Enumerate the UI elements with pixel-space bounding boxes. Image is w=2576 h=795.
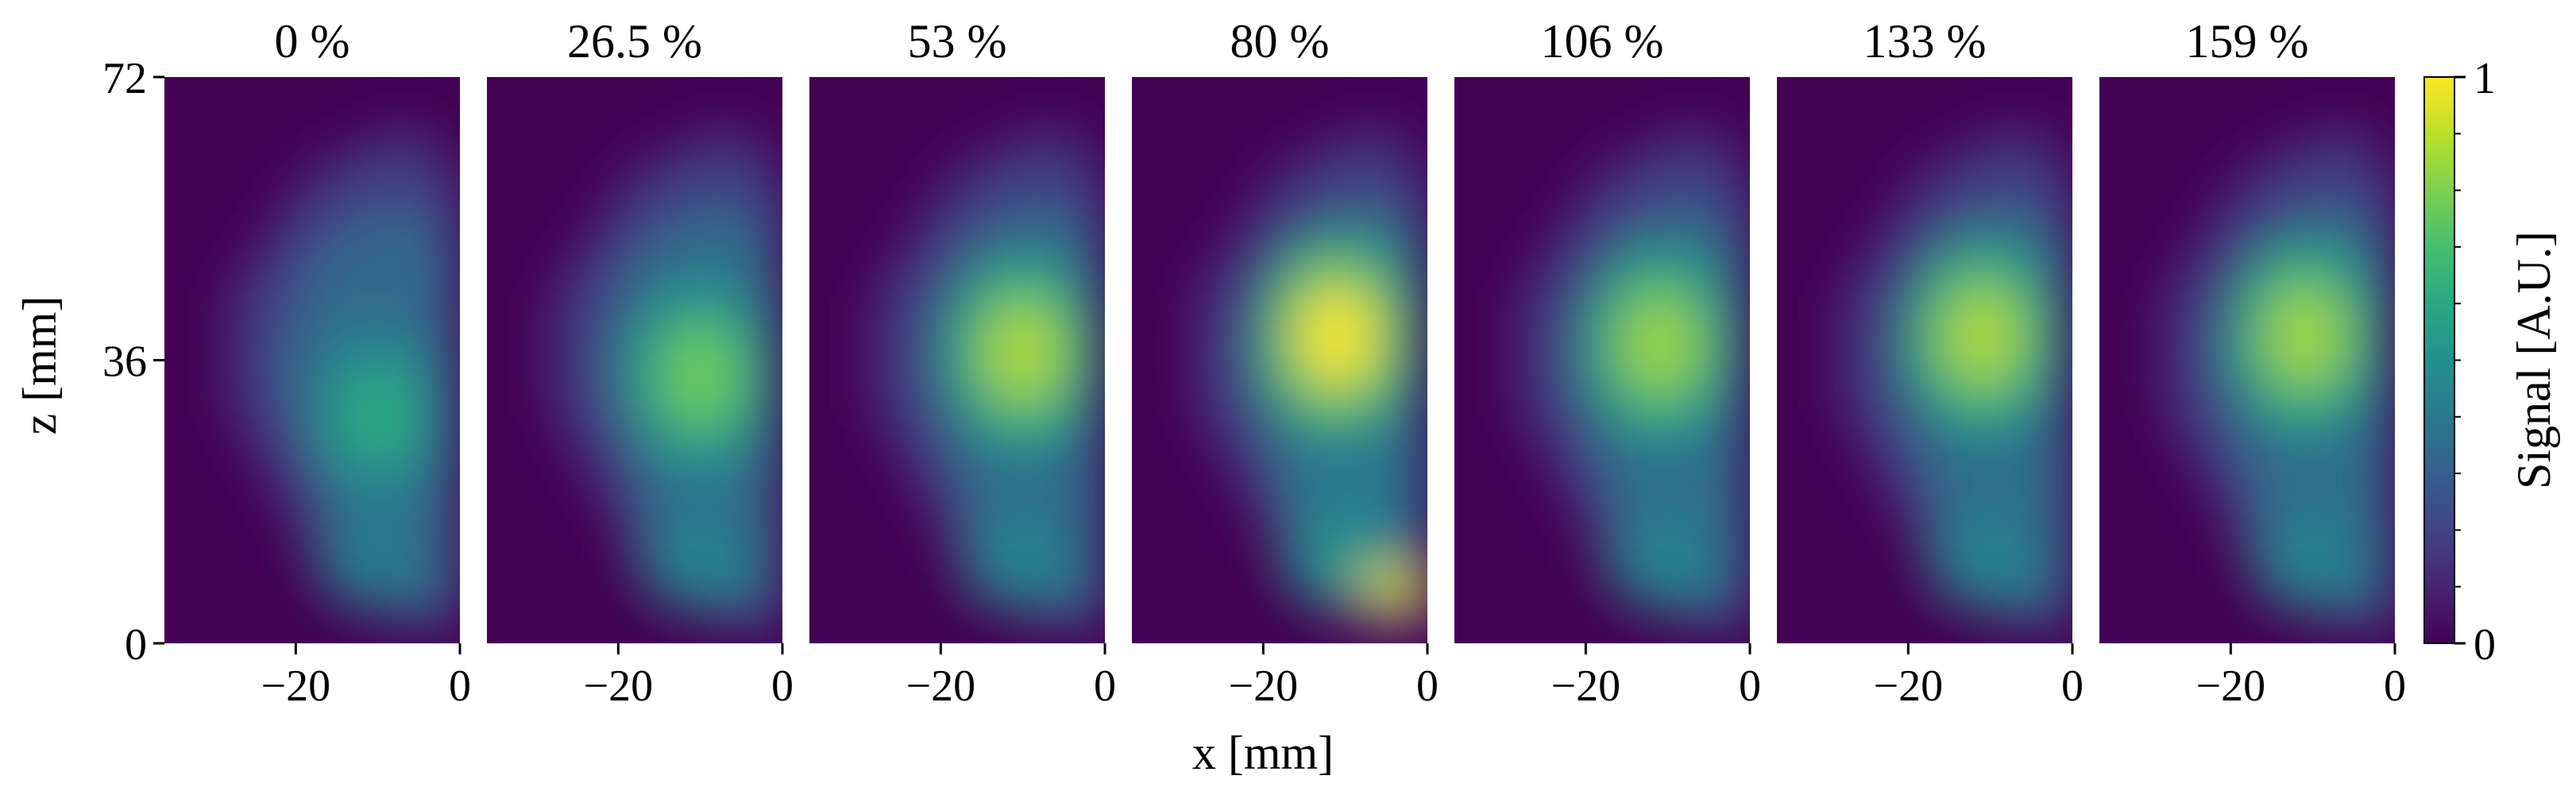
- hotspot-core: [1943, 285, 2021, 388]
- heatmap-panel: 0 % −20 0 0 36 72: [102, 15, 471, 711]
- x-tick-label: 0: [449, 662, 471, 711]
- x-tick-label: −20: [261, 662, 331, 711]
- heatmap-panel: 80 % −20 0: [1132, 15, 1439, 711]
- panel-title: 26.5 %: [567, 15, 702, 68]
- panel-title: 80 %: [1230, 15, 1330, 68]
- y-axis-label: z [mm]: [14, 296, 66, 435]
- panel-title: 159 %: [2186, 15, 2309, 68]
- hotspot-core: [984, 301, 1062, 403]
- x-tick-label: 0: [1739, 662, 1761, 711]
- colorbar: 0 1 Signal [A.U.]: [2423, 54, 2560, 670]
- x-axis-label: x [mm]: [1192, 727, 1334, 779]
- x-tick-label: 0: [2061, 662, 2084, 711]
- x-tick-label: −20: [2196, 662, 2266, 711]
- plume-base: [639, 519, 746, 611]
- plume-base: [1606, 519, 1713, 611]
- plume-base: [316, 519, 423, 611]
- y-tick-label: 36: [102, 338, 147, 387]
- bottom-hotspot: [1359, 565, 1427, 612]
- y-tick-label: 0: [125, 620, 147, 670]
- x-tick-label: −20: [1551, 662, 1621, 711]
- hotspot-core: [662, 325, 740, 427]
- colorbar-tick-label: 0: [2474, 620, 2496, 670]
- hotspot-core: [2265, 285, 2343, 388]
- x-tick-label: −20: [906, 662, 976, 711]
- hotspot-core: [1298, 285, 1376, 388]
- colorbar-label: Signal [A.U.]: [2508, 231, 2560, 489]
- panel-title: 106 %: [1541, 15, 1664, 68]
- plume-base: [2251, 519, 2358, 611]
- heatmap-panel: 159 % −20 0: [2099, 15, 2406, 711]
- colorbar-tick-label: 1: [2474, 54, 2496, 103]
- heatmap-panel: 26.5 % −20 0: [487, 15, 794, 711]
- x-tick-label: 0: [771, 662, 794, 711]
- panel-title: 53 %: [908, 15, 1007, 68]
- x-tick-label: 0: [1094, 662, 1116, 711]
- heatmap-panel: 53 % −20 0: [809, 15, 1116, 711]
- y-tick-label: 72: [102, 54, 147, 103]
- x-tick-label: 0: [1416, 662, 1439, 711]
- x-tick-label: −20: [1874, 662, 1944, 711]
- x-tick-label: 0: [2384, 662, 2406, 711]
- hotspot-core: [1620, 293, 1698, 396]
- colorbar-gradient: [2424, 77, 2454, 643]
- panel-title: 133 %: [1863, 15, 1987, 68]
- plume-base: [1929, 519, 2036, 611]
- heatmap-panel: 106 % −20 0: [1454, 15, 1761, 711]
- x-tick-label: −20: [1229, 662, 1299, 711]
- plume-base: [961, 519, 1068, 611]
- hotspot-core: [339, 364, 417, 466]
- heatmap-panel: 133 % −20 0: [1777, 15, 2084, 711]
- x-tick-label: −20: [584, 662, 654, 711]
- panel-title: 0 %: [275, 15, 350, 68]
